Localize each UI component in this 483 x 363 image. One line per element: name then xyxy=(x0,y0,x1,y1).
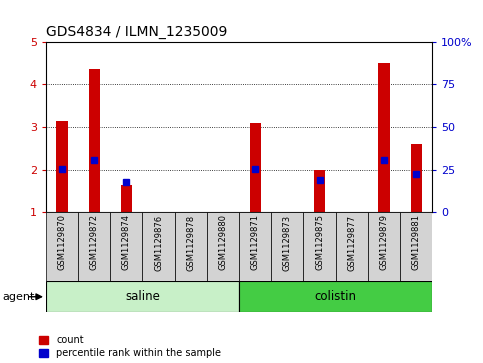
Bar xyxy=(368,212,400,281)
Text: GSM1129872: GSM1129872 xyxy=(90,215,99,270)
Legend: count, percentile rank within the sample: count, percentile rank within the sample xyxy=(39,335,221,358)
Bar xyxy=(400,212,432,281)
Bar xyxy=(250,123,261,212)
Text: GSM1129873: GSM1129873 xyxy=(283,215,292,270)
Text: GSM1129876: GSM1129876 xyxy=(154,215,163,270)
Text: colistin: colistin xyxy=(315,290,356,303)
Bar xyxy=(411,144,422,212)
Text: GSM1129874: GSM1129874 xyxy=(122,215,131,270)
Text: GSM1129881: GSM1129881 xyxy=(412,215,421,270)
Bar xyxy=(110,212,142,281)
Text: GSM1129877: GSM1129877 xyxy=(347,215,356,270)
Bar xyxy=(239,281,432,312)
Bar xyxy=(175,212,207,281)
Bar xyxy=(239,212,271,281)
Text: GSM1129870: GSM1129870 xyxy=(57,215,67,270)
Bar xyxy=(46,212,78,281)
Bar xyxy=(78,212,110,281)
Text: GDS4834 / ILMN_1235009: GDS4834 / ILMN_1235009 xyxy=(46,25,227,39)
Text: agent: agent xyxy=(2,292,35,302)
Bar xyxy=(271,212,303,281)
Bar xyxy=(207,212,239,281)
Text: saline: saline xyxy=(125,290,160,303)
Bar xyxy=(88,69,100,212)
Bar xyxy=(57,121,68,212)
Text: GSM1129878: GSM1129878 xyxy=(186,215,195,270)
Bar xyxy=(336,212,368,281)
Text: GSM1129880: GSM1129880 xyxy=(218,215,227,270)
Bar xyxy=(314,170,325,212)
Bar xyxy=(303,212,336,281)
Text: GSM1129879: GSM1129879 xyxy=(380,215,388,270)
Text: GSM1129875: GSM1129875 xyxy=(315,215,324,270)
Bar xyxy=(378,63,390,212)
Bar xyxy=(142,212,175,281)
Bar xyxy=(121,185,132,212)
Text: GSM1129871: GSM1129871 xyxy=(251,215,260,270)
Bar xyxy=(46,281,239,312)
